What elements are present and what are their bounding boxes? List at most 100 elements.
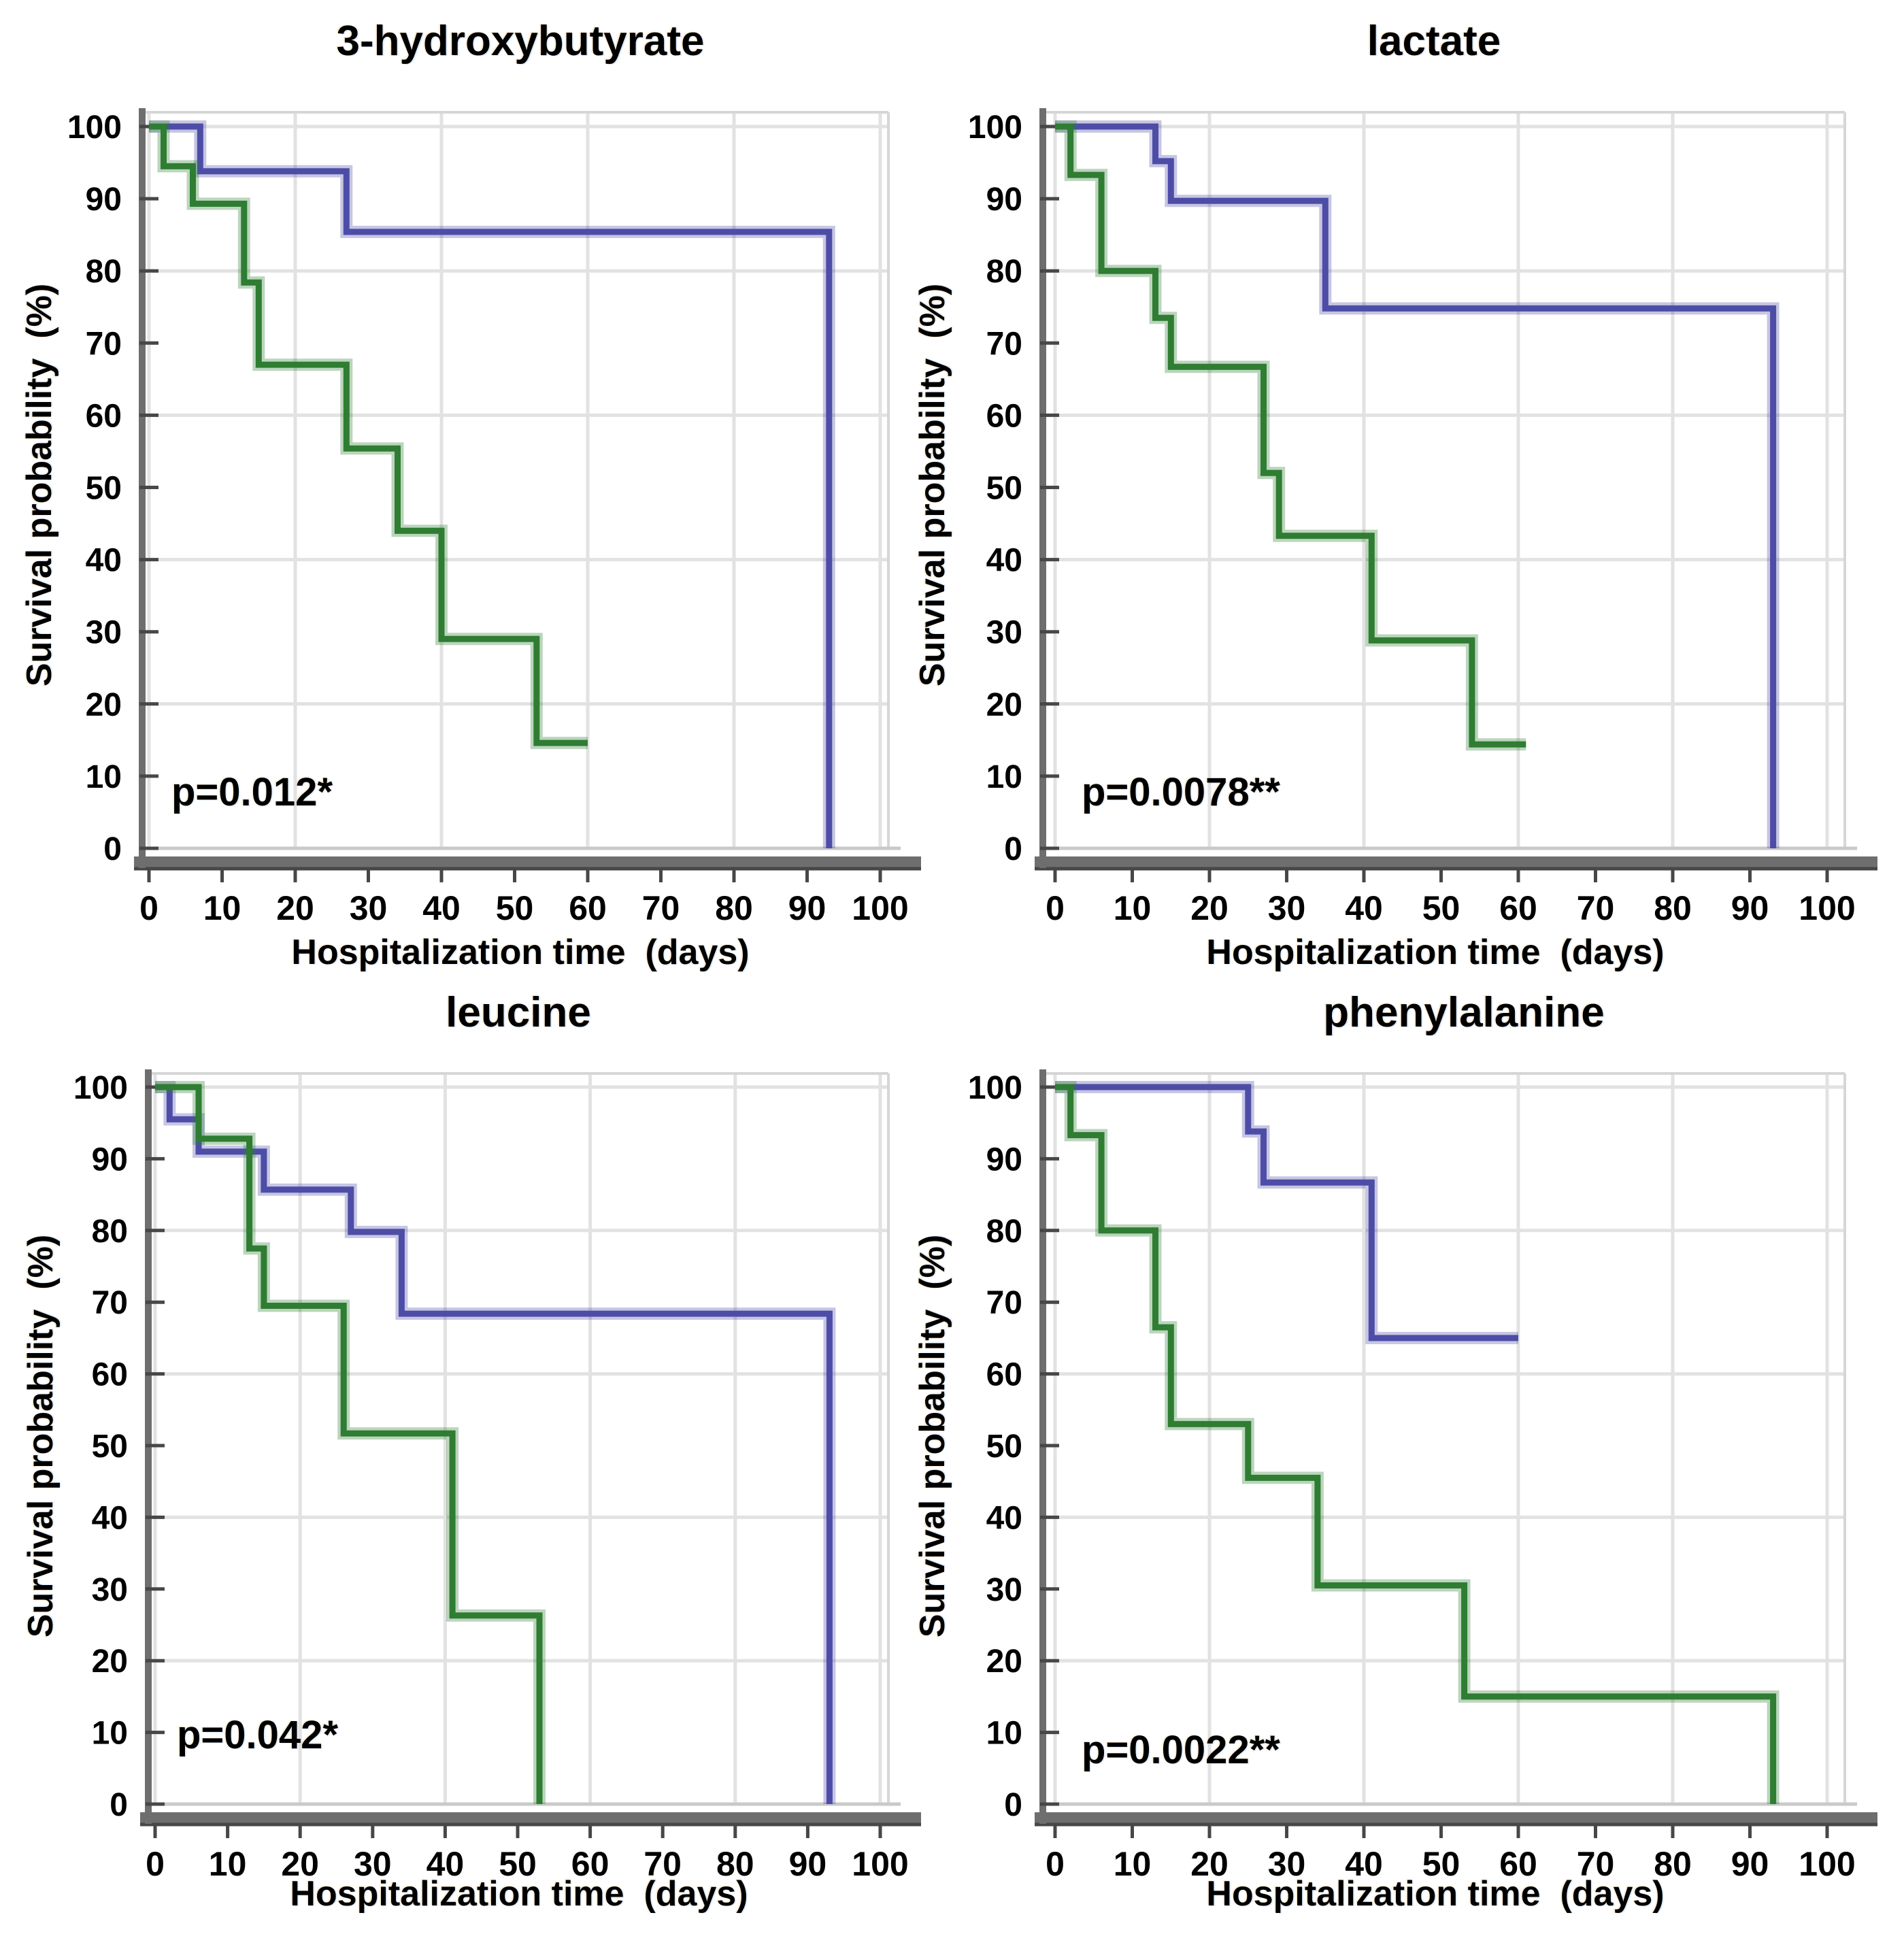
y-axis-label: Survival probability (%) xyxy=(913,1234,952,1638)
km-curve-halo-green-group xyxy=(149,120,588,750)
x-tick-label: 100 xyxy=(1799,889,1855,927)
x-tick-label: 80 xyxy=(716,1845,754,1883)
km-curve-halo-green-group xyxy=(1055,120,1526,751)
y-tick-label: 70 xyxy=(86,326,122,362)
panel-title-3-hydroxybutyrate: 3-hydroxybutyrate xyxy=(336,18,705,65)
x-tick-label: 30 xyxy=(1268,889,1306,927)
p-value-label: p=0.012* xyxy=(171,770,333,814)
y-tick-label: 40 xyxy=(986,543,1022,579)
x-axis-label: Hospitalization time (days) xyxy=(290,1874,748,1914)
y-tick-label: 50 xyxy=(86,471,122,507)
x-tick-label: 20 xyxy=(1190,889,1229,927)
y-tick-label: 90 xyxy=(92,1142,128,1178)
x-axis-label: Hospitalization time (days) xyxy=(291,933,750,972)
y-tick-label: 60 xyxy=(92,1357,128,1393)
y-tick-label: 10 xyxy=(986,759,1022,795)
y-tick-label: 100 xyxy=(968,110,1022,146)
km-curve-halo-blue-group xyxy=(155,1081,836,1804)
panel-title-lactate: lactate xyxy=(1367,18,1501,65)
panel-title-leucine: leucine xyxy=(446,989,591,1036)
y-tick-label: 50 xyxy=(986,1429,1022,1465)
x-tick-label: 0 xyxy=(1046,889,1065,927)
y-axis-label: Survival probability (%) xyxy=(913,283,952,687)
y-tick-label: 20 xyxy=(92,1644,128,1680)
y-tick-label: 100 xyxy=(968,1070,1022,1106)
y-tick-label: 90 xyxy=(986,182,1022,218)
y-tick-label: 0 xyxy=(1004,831,1022,867)
x-tick-label: 50 xyxy=(496,889,534,927)
y-tick-label: 0 xyxy=(103,831,122,867)
x-tick-label: 10 xyxy=(203,889,241,927)
km-curve-halo-blue-group xyxy=(1055,1081,1518,1344)
y-tick-label: 10 xyxy=(92,1716,128,1752)
y-tick-label: 50 xyxy=(986,471,1022,507)
x-tick-label: 80 xyxy=(715,889,753,927)
y-tick-label: 80 xyxy=(92,1214,128,1250)
x-tick-label: 80 xyxy=(1654,1845,1692,1883)
x-tick-label: 70 xyxy=(1577,889,1615,927)
x-tick-label: 90 xyxy=(788,889,826,927)
km-curve-blue-group xyxy=(1055,1084,1518,1342)
p-value-label: p=0.0022** xyxy=(1082,1728,1280,1772)
x-tick-label: 90 xyxy=(1731,1845,1769,1883)
x-tick-label: 60 xyxy=(1499,1845,1537,1883)
x-tick-label: 90 xyxy=(789,1845,827,1883)
x-tick-label: 60 xyxy=(569,889,607,927)
p-value-label: p=0.042* xyxy=(177,1713,339,1757)
x-tick-label: 40 xyxy=(422,889,461,927)
y-tick-label: 40 xyxy=(986,1500,1022,1536)
km-curve-green-group xyxy=(1055,123,1526,748)
x-tick-label: 30 xyxy=(1268,1845,1306,1883)
km-curve-halo-blue-group xyxy=(1055,120,1780,848)
y-tick-label: 100 xyxy=(73,1070,128,1106)
x-tick-label: 10 xyxy=(1114,889,1152,927)
y-tick-label: 60 xyxy=(986,1357,1022,1393)
y-axis-label: Survival probability (%) xyxy=(20,283,59,687)
y-tick-label: 70 xyxy=(92,1285,128,1321)
km-curve-green-group xyxy=(1055,1084,1777,1804)
x-tick-label: 70 xyxy=(642,889,680,927)
y-tick-label: 100 xyxy=(67,110,122,146)
y-tick-label: 0 xyxy=(110,1787,128,1823)
y-tick-label: 80 xyxy=(86,254,122,290)
y-tick-label: 90 xyxy=(986,1142,1022,1178)
x-tick-label: 30 xyxy=(350,889,388,927)
x-tick-label: 40 xyxy=(427,1845,465,1883)
x-tick-label: 20 xyxy=(281,1845,319,1883)
x-tick-label: 10 xyxy=(1114,1845,1152,1883)
y-tick-label: 40 xyxy=(86,543,122,579)
km-curve-blue-group xyxy=(155,1084,833,1804)
x-tick-label: 40 xyxy=(1345,889,1383,927)
x-axis-bar xyxy=(134,856,921,868)
km-curve-green-group xyxy=(149,123,588,746)
km-curve-blue-group xyxy=(149,123,833,848)
y-tick-label: 40 xyxy=(92,1500,128,1536)
p-value-label: p=0.0078** xyxy=(1082,770,1280,814)
y-tick-label: 70 xyxy=(986,326,1022,362)
y-tick-label: 30 xyxy=(86,615,122,651)
y-tick-label: 90 xyxy=(86,182,122,218)
x-tick-label: 70 xyxy=(644,1845,682,1883)
x-tick-label: 20 xyxy=(276,889,314,927)
x-tick-label: 0 xyxy=(139,889,158,927)
y-tick-label: 30 xyxy=(986,615,1022,651)
x-tick-label: 70 xyxy=(1577,1845,1615,1883)
km-curve-blue-group xyxy=(1055,123,1777,848)
x-tick-label: 60 xyxy=(571,1845,609,1883)
y-tick-label: 30 xyxy=(986,1572,1022,1608)
y-tick-label: 80 xyxy=(986,1214,1022,1250)
y-tick-label: 0 xyxy=(1004,1787,1022,1823)
x-tick-label: 100 xyxy=(852,1845,908,1883)
x-tick-label: 90 xyxy=(1731,889,1769,927)
x-tick-label: 50 xyxy=(499,1845,537,1883)
x-axis-label: Hospitalization time (days) xyxy=(1206,1874,1665,1914)
x-tick-label: 50 xyxy=(1422,889,1460,927)
x-tick-label: 100 xyxy=(852,889,908,927)
x-tick-label: 0 xyxy=(146,1845,165,1883)
y-tick-label: 20 xyxy=(86,687,122,723)
x-axis-bar xyxy=(1035,856,1877,868)
x-axis-bar xyxy=(140,1812,921,1824)
x-tick-label: 80 xyxy=(1654,889,1692,927)
